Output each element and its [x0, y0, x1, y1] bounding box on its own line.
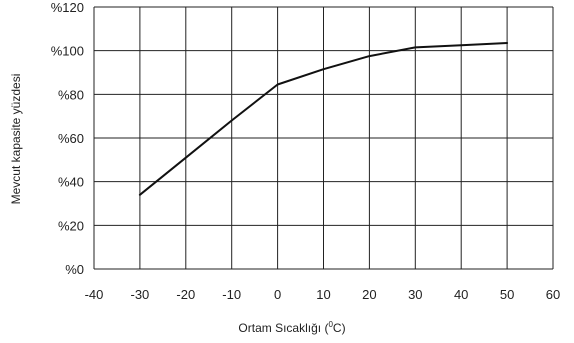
y-axis-title: Mevcut kapasite yüzdesi	[9, 74, 23, 205]
x-tick-label: -40	[85, 287, 104, 302]
y-tick-label: %60	[58, 131, 84, 146]
y-tick-labels: %0 %20 %40 %60 %80 %100 %120	[51, 0, 84, 277]
y-tick-label: %0	[65, 262, 84, 277]
x-tick-label: 40	[454, 287, 468, 302]
x-tick-label: 30	[408, 287, 422, 302]
x-tick-label: -20	[176, 287, 195, 302]
x-tick-label: -30	[131, 287, 150, 302]
y-tick-label: %40	[58, 175, 84, 190]
x-tick-label: 20	[362, 287, 376, 302]
y-tick-label: %80	[58, 87, 84, 102]
x-tick-label: 10	[316, 287, 330, 302]
y-tick-label: %120	[51, 0, 84, 15]
x-tick-labels: -40 -30 -20 -10 0 10 20 30 40 50 60	[85, 287, 561, 302]
x-axis-title: Ortam Sıcaklığı (0C)	[238, 320, 345, 335]
x-tick-label: 0	[274, 287, 281, 302]
y-tick-label: %20	[58, 218, 84, 233]
series-layer	[138, 42, 509, 196]
x-tick-label: 50	[500, 287, 514, 302]
x-tick-label: -10	[222, 287, 241, 302]
capacity-line	[138, 42, 509, 196]
grid-lines	[93, 6, 554, 270]
y-tick-label: %100	[51, 44, 84, 59]
x-tick-label: 60	[546, 287, 560, 302]
